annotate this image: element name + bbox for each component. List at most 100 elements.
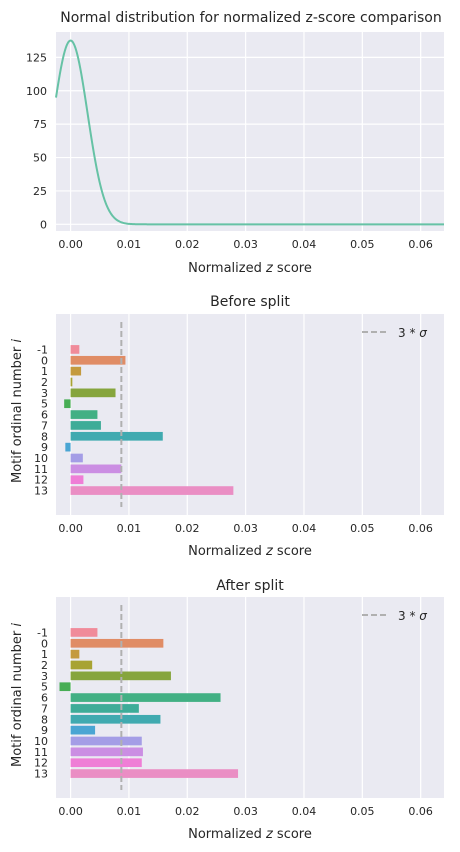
grid <box>56 32 444 231</box>
bar <box>65 442 71 452</box>
bar <box>70 660 93 670</box>
x-tick-label: 0.04 <box>292 522 317 535</box>
bar <box>70 758 142 768</box>
x-tick-label: 0.01 <box>117 805 142 818</box>
bar <box>70 693 221 702</box>
x-tick-label: 0.01 <box>117 238 142 251</box>
bar <box>70 486 234 495</box>
marks <box>64 322 234 507</box>
chart-title: After split <box>216 578 284 594</box>
bar <box>70 366 82 376</box>
y-tick-label: 2 <box>41 376 48 389</box>
bar <box>59 682 71 692</box>
x-tick-labels: 0.00 0.01 0.02 0.03 0.04 0.05 0.06 <box>58 522 433 535</box>
y-tick-label: 3 <box>41 387 48 400</box>
plot-area <box>56 32 444 231</box>
x-tick-label: 0.06 <box>408 238 433 251</box>
y-tick-label: 1 <box>41 365 48 378</box>
bar <box>70 704 139 713</box>
y-tick-label: 10 <box>34 452 48 465</box>
y-tick-label: 3 <box>41 670 48 683</box>
y-tick-label: 12 <box>34 757 48 770</box>
bar <box>70 671 171 681</box>
x-axis-label: Normalized z score <box>188 827 312 842</box>
x-axis-label: Normalized z score <box>188 544 312 559</box>
before-split-chart: Before split 0.00 0.01 0.02 0.03 0.04 0.05 0.0… <box>10 294 444 559</box>
y-tick-label: 1 <box>41 648 48 661</box>
y-tick-label: 6 <box>41 409 48 422</box>
y-tick-label: 0 <box>40 218 47 231</box>
x-tick-label: 0.02 <box>175 522 200 535</box>
x-tick-label: 0.00 <box>58 805 83 818</box>
bar <box>70 475 84 485</box>
x-tick-label: 0.02 <box>175 238 200 251</box>
x-tick-label: 0.04 <box>292 238 317 251</box>
x-tick-label: 0.05 <box>350 805 375 818</box>
chart-title: Normal distribution for normalized z-sco… <box>60 10 442 26</box>
bar <box>70 736 142 746</box>
legend-label: 3 * σ <box>398 326 427 340</box>
y-tick-label: 100 <box>26 85 47 98</box>
y-tick-label: 11 <box>34 463 48 476</box>
x-tick-label: 0.00 <box>58 522 83 535</box>
x-tick-labels: 0.00 0.01 0.02 0.03 0.04 0.05 0.06 <box>58 805 433 818</box>
y-tick-label: 12 <box>34 474 48 487</box>
bar <box>70 725 96 735</box>
bar <box>70 464 122 474</box>
bar <box>70 747 143 757</box>
y-tick-label: 125 <box>26 51 47 64</box>
y-tick-label: 25 <box>33 185 47 198</box>
x-tick-label: 0.06 <box>408 522 433 535</box>
bar <box>70 431 163 441</box>
y-tick-label: 7 <box>41 419 48 432</box>
bar <box>70 453 83 463</box>
marks <box>55 39 444 226</box>
normal-distribution-chart: Normal distribution for normalized z-sco… <box>26 10 444 276</box>
y-axis-label: Motif ordinal number i <box>10 623 25 767</box>
legend-label: 3 * σ <box>398 609 427 623</box>
x-axis-label: Normalized z score <box>188 261 312 276</box>
y-tick-label: 0 <box>41 354 48 367</box>
bar <box>70 638 164 648</box>
legend: 3 * σ <box>362 326 427 340</box>
y-tick-labels: 0 25 50 75 100 125 <box>26 51 47 231</box>
x-tick-label: 0.03 <box>233 238 258 251</box>
bar <box>70 769 239 778</box>
y-tick-label: 0 <box>41 637 48 650</box>
bar <box>70 628 98 637</box>
y-tick-label: 6 <box>41 692 48 705</box>
bar <box>70 714 161 724</box>
x-tick-label: 0.04 <box>292 805 317 818</box>
bar <box>70 421 101 430</box>
y-tick-label: 75 <box>33 118 47 131</box>
x-tick-label: 0.03 <box>233 805 258 818</box>
y-tick-label: 13 <box>34 485 48 498</box>
bar <box>70 355 126 365</box>
bar <box>70 377 73 387</box>
y-tick-label: 10 <box>34 735 48 748</box>
y-tick-label: 9 <box>41 724 48 737</box>
y-tick-label: -1 <box>37 343 48 356</box>
x-tick-label: 0.01 <box>117 522 142 535</box>
density-curve <box>55 39 444 226</box>
x-tick-label: 0.03 <box>233 522 258 535</box>
x-tick-label: 0.02 <box>175 805 200 818</box>
bar <box>64 399 71 409</box>
y-tick-label: 2 <box>41 659 48 672</box>
x-tick-label: 0.00 <box>58 238 83 251</box>
bar <box>70 649 80 659</box>
marks <box>59 605 239 790</box>
x-tick-label: 0.05 <box>350 522 375 535</box>
x-tick-label: 0.06 <box>408 805 433 818</box>
y-tick-label: 8 <box>41 430 48 443</box>
y-tick-label: -1 <box>37 626 48 639</box>
y-tick-label: 5 <box>41 398 48 411</box>
chart-title: Before split <box>210 294 290 310</box>
bar <box>70 388 116 398</box>
y-tick-label: 7 <box>41 702 48 715</box>
legend: 3 * σ <box>362 609 427 623</box>
x-tick-label: 0.05 <box>350 238 375 251</box>
